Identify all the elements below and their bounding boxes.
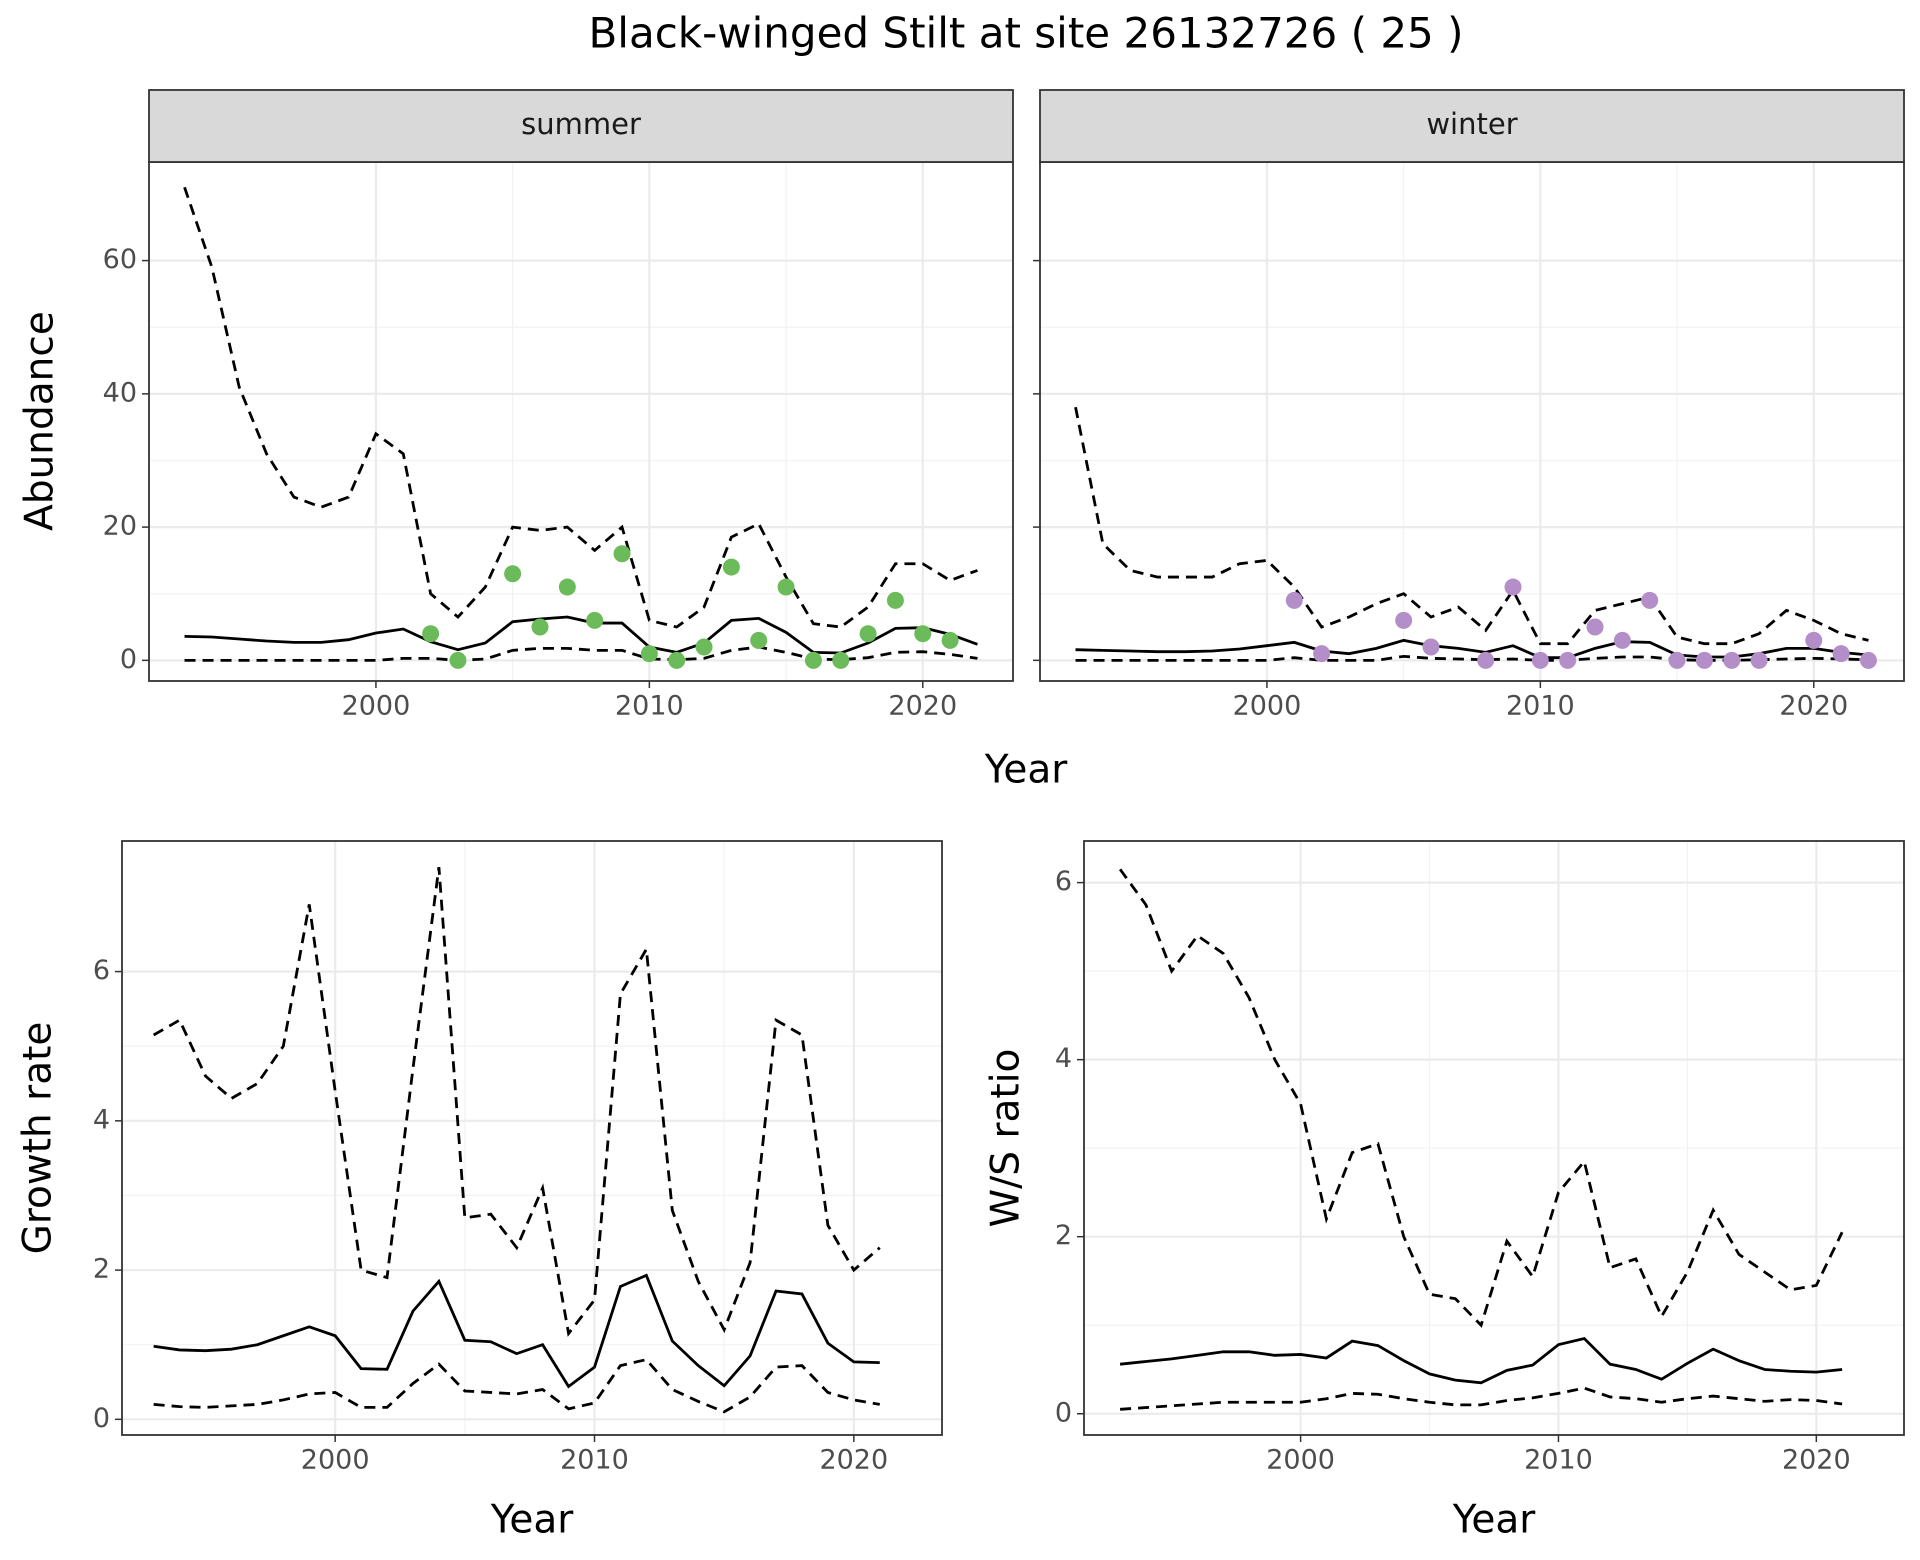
observation-point [1586,618,1604,636]
y-tick-label: 4 [93,1104,110,1135]
interval-line [153,1358,880,1414]
panel-border [1083,840,1905,1436]
observation-point [832,651,850,669]
observation-point [1313,645,1331,663]
observation-point [1641,591,1659,609]
observation-point [914,625,932,643]
observation-point [613,545,631,563]
x-tick-label: 2020 [888,691,957,722]
y-tick-label: 20 [103,511,137,542]
observation-point [531,618,549,636]
x-axis-label: Year [984,748,1069,793]
observation-point [640,645,658,663]
observation-point [1395,611,1413,629]
x-tick-label: 2000 [1266,1445,1335,1476]
observation-point [1832,645,1850,663]
interval-line [1075,654,1869,662]
x-tick-label: 2000 [301,1445,370,1476]
mean-line [184,615,978,655]
observation-point [422,625,440,643]
y-tick-label: 6 [93,955,110,986]
panel-border [121,840,943,1436]
mean-line [1119,1336,1843,1385]
interval-line [1118,868,1844,1328]
y-axis-label: Abundance [18,311,63,531]
y-axis-label: W/S ratio [984,1049,1029,1228]
observation-point [941,631,959,649]
x-tick-label: 2020 [819,1445,888,1476]
observation-point [1285,591,1303,609]
y-tick-label: 0 [120,644,137,675]
interval-line [1074,406,1869,646]
observation-point [886,591,904,609]
y-tick-label: 0 [93,1403,110,1434]
observation-point [668,651,686,669]
observation-point [1668,651,1686,669]
x-axis-label: Year [1452,1498,1537,1543]
y-tick-label: 2 [1055,1220,1072,1251]
observation-point [1531,651,1549,669]
y-tick-label: 40 [103,377,137,408]
observation-point [1559,651,1577,669]
observation-point [695,638,713,656]
y-axis-label: Growth rate [16,1022,61,1255]
x-tick-label: 2000 [342,691,411,722]
interval-line [152,866,881,1337]
x-tick-label: 2010 [1506,691,1575,722]
observation-point [1504,578,1522,596]
observation-point [586,611,604,629]
plot-background [122,841,942,1435]
interval-line [183,186,978,629]
x-tick-label: 2010 [1524,1445,1593,1476]
observation-point [1422,638,1440,656]
observation-point [558,578,576,596]
y-tick-label: 0 [1055,1397,1072,1428]
observation-point [750,631,768,649]
y-tick-label: 2 [93,1254,110,1285]
observation-point [449,651,467,669]
y-tick-label: 6 [1055,866,1072,897]
observation-point [1723,651,1741,669]
x-tick-label: 2010 [615,691,684,722]
plot-background [1040,162,1904,681]
y-tick-label: 60 [103,244,137,275]
x-tick-label: 2010 [560,1445,629,1476]
strip-label: winter [1426,107,1517,141]
observation-point [777,578,795,596]
observation-point [859,625,877,643]
strip [1039,89,1905,163]
plot-background [1084,841,1904,1435]
interval-line [1120,1386,1843,1411]
observation-point [1477,651,1495,669]
x-tick-label: 2020 [1782,1445,1851,1476]
x-tick-label: 2020 [1779,691,1848,722]
y-tick-label: 4 [1055,1043,1072,1074]
strip [148,89,1014,163]
strip-label: summer [521,107,641,141]
observation-point [504,565,522,583]
observation-point [1750,651,1768,669]
x-tick-label: 2000 [1233,691,1302,722]
figure-title: Black-winged Stilt at site 26132726 ( 25… [588,9,1463,58]
observation-point [1695,651,1713,669]
observation-point [1859,651,1877,669]
x-axis-label: Year [490,1498,575,1543]
observation-point [1613,631,1631,649]
observation-point [1805,631,1823,649]
mean-line [153,1273,880,1389]
observation-point [804,651,822,669]
plot-background [149,162,1013,681]
observation-point [722,558,740,576]
